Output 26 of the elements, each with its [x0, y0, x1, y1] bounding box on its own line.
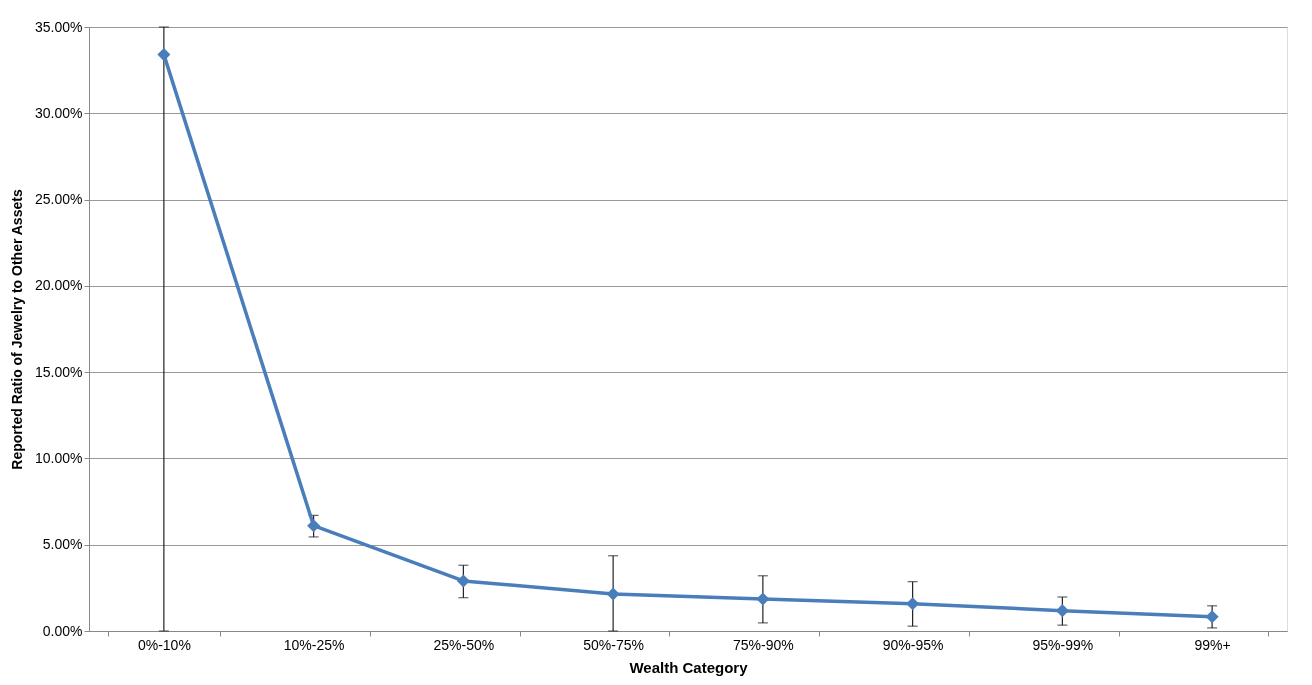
y-axis-title: Reported Ratio of Jewelry to Other Assets — [9, 189, 26, 470]
x-tick-label: 0%-10% — [137, 636, 191, 653]
point — [307, 519, 321, 533]
y-tick-label: 20.00% — [35, 277, 83, 294]
x-tick-label: 99%+ — [1194, 636, 1231, 653]
point — [756, 592, 770, 606]
x-tick-label: 25%-50% — [433, 636, 495, 653]
y-tick-label: 10.00% — [35, 449, 83, 466]
point — [456, 574, 470, 588]
point — [606, 587, 620, 601]
y-tick-label: 0.00% — [42, 622, 83, 639]
point — [1205, 610, 1219, 624]
x-tick-label: 95%-99% — [1032, 636, 1094, 653]
x-tick-label: 50%-75% — [583, 636, 644, 653]
point — [906, 597, 920, 611]
y-tick-label: 15.00% — [35, 363, 83, 380]
x-tick-label: 90%-95% — [882, 636, 944, 653]
x-axis-title: Wealth Category — [629, 658, 749, 676]
point — [157, 48, 171, 62]
x-tick-label: 10%-25% — [283, 636, 345, 653]
y-tick-label: 35.00% — [35, 18, 83, 35]
y-tick-label: 30.00% — [35, 104, 83, 121]
point — [1055, 604, 1069, 618]
y-tick-label: 5.00% — [42, 536, 83, 553]
y-tick-label: 25.00% — [35, 191, 83, 208]
x-tick-label: 75%-90% — [733, 636, 794, 653]
